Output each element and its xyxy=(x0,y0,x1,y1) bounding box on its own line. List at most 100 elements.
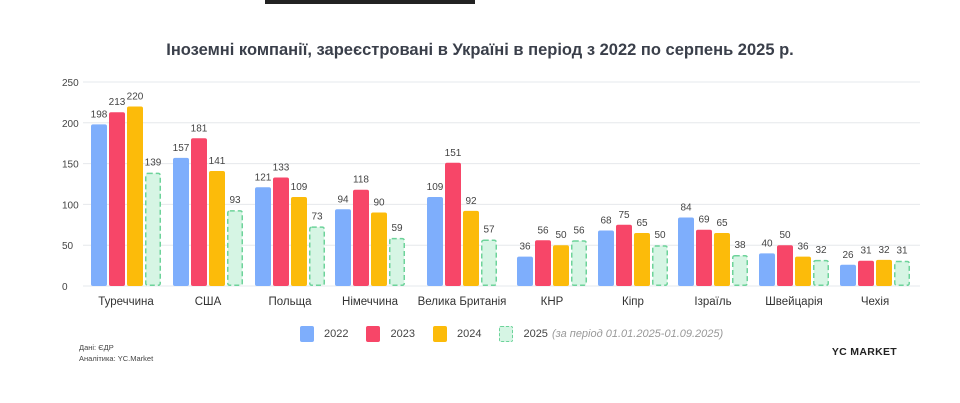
data-label: 38 xyxy=(734,240,746,251)
bar-2022 xyxy=(517,256,533,286)
bar-2025 xyxy=(145,172,161,287)
data-label: 151 xyxy=(445,148,462,159)
bar-2023 xyxy=(273,177,289,286)
data-label: 109 xyxy=(291,182,308,193)
data-label: 198 xyxy=(91,109,108,120)
y-tick-label: 200 xyxy=(62,119,79,130)
bar-2024 xyxy=(876,259,892,286)
y-tick-label: 0 xyxy=(62,282,68,293)
bar-2023 xyxy=(535,240,551,286)
bar-2025 xyxy=(813,259,829,286)
data-label: 31 xyxy=(896,246,908,257)
data-label: 59 xyxy=(391,223,403,234)
x-tick-label: КНР xyxy=(541,296,564,308)
data-label: 56 xyxy=(573,225,585,236)
data-label: 65 xyxy=(716,218,728,229)
bar-2025 xyxy=(652,245,668,286)
y-tick-label: 100 xyxy=(62,200,79,211)
data-label: 68 xyxy=(600,216,612,227)
legend-swatch xyxy=(300,326,314,342)
data-label: 65 xyxy=(636,218,648,229)
x-tick-label: Туреччина xyxy=(98,296,154,308)
data-label: 32 xyxy=(815,245,827,256)
top-cropped-bar xyxy=(265,0,475,4)
data-label: 32 xyxy=(878,245,890,256)
bar-2022 xyxy=(678,217,694,286)
data-label: 75 xyxy=(618,210,630,221)
data-label: 181 xyxy=(191,123,208,134)
legend-swatch xyxy=(366,326,381,342)
data-label: 92 xyxy=(465,196,477,207)
bar-2025 xyxy=(571,240,587,286)
bar-2022 xyxy=(840,264,856,286)
x-tick-label: Ізраїль xyxy=(694,296,731,308)
bar-2025 xyxy=(732,254,748,287)
bar-2023 xyxy=(445,162,461,286)
data-label: 157 xyxy=(173,143,190,154)
data-source: Дані: ЄДР xyxy=(79,343,114,352)
bar-2024 xyxy=(634,232,650,286)
bar-2022 xyxy=(427,197,443,286)
y-tick-label: 50 xyxy=(62,241,74,252)
x-tick-label: Чехія xyxy=(861,296,889,308)
data-label: 94 xyxy=(337,194,349,205)
data-label: 69 xyxy=(698,215,710,226)
x-tick-label: Польща xyxy=(269,296,313,308)
data-label: 73 xyxy=(311,211,323,222)
data-label: 26 xyxy=(842,250,854,261)
bar-2024 xyxy=(371,212,387,286)
y-tick-label: 250 xyxy=(62,78,79,89)
bar-2022 xyxy=(173,157,189,286)
legend-label: 2025 xyxy=(523,328,548,340)
data-label: 141 xyxy=(209,156,226,167)
bar-2023 xyxy=(353,189,369,286)
bar-2022 xyxy=(335,209,351,286)
bar-2022 xyxy=(255,187,271,286)
bar-2023 xyxy=(777,245,793,286)
data-label: 118 xyxy=(353,175,369,186)
data-label: 57 xyxy=(483,224,495,235)
legend-item-2022: 2022 xyxy=(300,326,348,342)
bar-2024 xyxy=(463,210,479,286)
legend-label: 2022 xyxy=(324,328,349,340)
bar-2024 xyxy=(127,106,143,286)
data-label: 31 xyxy=(860,246,872,257)
x-tick-label: Швейцарія xyxy=(765,296,823,308)
brand-logo: YC MARKET xyxy=(831,346,897,358)
bar-2023 xyxy=(696,229,712,286)
data-label: 133 xyxy=(273,162,290,173)
legend: 2022 2023 2024 2025 (за період 01.01.2025… xyxy=(300,326,741,342)
bar-2024 xyxy=(209,170,225,286)
bar-2025 xyxy=(309,226,325,287)
bar-2025 xyxy=(389,237,405,287)
data-label: 84 xyxy=(680,202,692,213)
bar-2023 xyxy=(616,224,632,286)
bar-2024 xyxy=(795,256,811,286)
bar-2023 xyxy=(109,112,125,286)
bar-2023 xyxy=(858,260,874,286)
data-label: 220 xyxy=(127,91,144,102)
chart-title: Іноземні компанії, зареєстровані в Украї… xyxy=(166,41,794,59)
bar-2025 xyxy=(894,260,910,287)
bar-2024 xyxy=(291,197,307,286)
x-tick-label: Німеччина xyxy=(342,296,399,308)
legend-label: 2024 xyxy=(456,328,482,340)
legend-item-2025: 2025 (за період 01.01.2025-01.09.2025) xyxy=(499,326,723,342)
data-label: 90 xyxy=(373,198,385,209)
bar-2022 xyxy=(91,124,107,286)
x-tick-label: США xyxy=(195,296,222,308)
data-label: 109 xyxy=(427,182,444,193)
data-label: 50 xyxy=(779,230,791,241)
data-label: 50 xyxy=(654,230,666,241)
x-tick-label: Кіпр xyxy=(622,296,644,308)
bar-2025 xyxy=(481,239,497,287)
bar-2023 xyxy=(191,138,207,286)
bar-2024 xyxy=(714,232,730,286)
legend-item-2024: 2024 xyxy=(432,326,482,342)
data-label: 36 xyxy=(519,242,531,253)
y-tick-label: 150 xyxy=(62,160,79,171)
bar-2024 xyxy=(553,245,569,286)
data-label: 213 xyxy=(109,97,126,108)
bar-2025 xyxy=(227,210,243,286)
